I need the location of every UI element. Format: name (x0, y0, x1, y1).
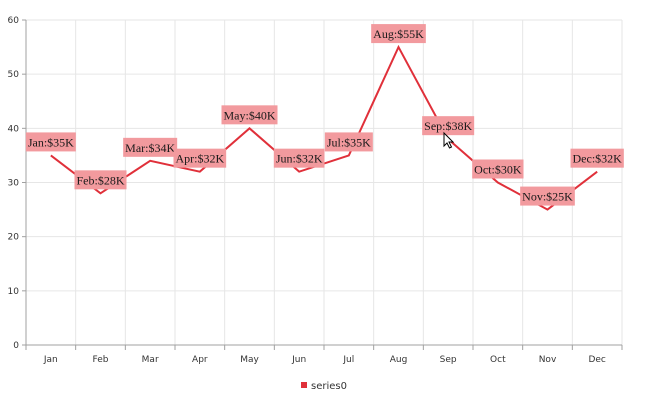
data-label: Jun:$32K (273, 148, 325, 168)
legend-swatch (301, 382, 307, 388)
data-label: Feb:$28K (74, 170, 127, 190)
legend[interactable]: series0 (301, 381, 347, 392)
data-label: Jan:$35K (25, 132, 76, 152)
tick-labels: 0 10 20 30 40 50 60 Jan Feb Mar Apr May Jun Jul Aug Sep… (8, 16, 606, 365)
axes (22, 19, 623, 350)
data-label: Oct:$30K (472, 159, 524, 179)
y-tick-label: 40 (8, 124, 20, 134)
data-label: Nov:$25K (520, 186, 575, 206)
data-label-background (324, 132, 373, 152)
x-tick-label: Jan (43, 355, 58, 365)
data-label-text: Aug:$55K (373, 27, 424, 41)
x-tick-label: Jul (342, 355, 354, 365)
x-tick-label: May (240, 355, 259, 365)
data-label: Dec:$32K (570, 148, 624, 168)
y-tick-label: 60 (8, 16, 20, 26)
x-tick-label: Apr (192, 355, 208, 365)
data-label: Sep:$38K (422, 116, 475, 136)
data-label-background (570, 148, 624, 168)
mouse-cursor-icon (443, 131, 455, 149)
data-label: Jul:$35K (324, 132, 373, 152)
data-label-background (371, 24, 426, 44)
data-label: Apr:$32K (173, 148, 227, 168)
data-label-text: Feb:$28K (77, 173, 125, 187)
data-label-text: Mar:$34K (125, 141, 175, 155)
data-label-text: Jan:$35K (28, 135, 74, 149)
data-label-background (123, 137, 178, 157)
data-label-background (25, 132, 76, 152)
data-label-text: Dec:$32K (573, 152, 623, 166)
data-label-text: Oct:$30K (474, 163, 522, 177)
data-label-background (520, 186, 575, 206)
x-tick-label: Jun (291, 355, 306, 365)
legend-label: series0 (311, 381, 347, 392)
data-label-background (273, 148, 325, 168)
data-label-background (74, 170, 127, 190)
x-tick-label: Nov (539, 355, 557, 365)
data-label-text: Apr:$32K (175, 152, 224, 166)
data-label: Mar:$34K (123, 137, 178, 157)
y-tick-label: 30 (8, 179, 20, 189)
x-tick-label: Dec (588, 355, 605, 365)
data-label-background (173, 148, 227, 168)
data-label-text: Jun:$32K (276, 152, 323, 166)
x-tick-label: Feb (93, 355, 109, 365)
x-tick-label: Oct (490, 355, 506, 365)
x-tick-label: Mar (142, 355, 159, 365)
y-tick-label: 50 (8, 70, 20, 80)
y-tick-label: 10 (8, 287, 20, 297)
data-label-text: Nov:$25K (522, 190, 573, 204)
data-label-background (422, 116, 475, 136)
x-tick-label: Sep (440, 355, 457, 365)
data-label-text: Jul:$35K (327, 135, 371, 149)
data-label: May:$40K (221, 105, 278, 125)
data-label-text: May:$40K (224, 108, 276, 122)
x-tick-label: Aug (390, 355, 408, 365)
data-label-background (472, 159, 524, 179)
grid-lines (26, 19, 623, 345)
y-tick-label: 20 (8, 233, 20, 243)
data-label: Aug:$55K (371, 24, 426, 44)
data-label-background (221, 105, 278, 125)
data-label-text: Sep:$38K (424, 119, 472, 133)
y-tick-label: 0 (13, 341, 19, 351)
